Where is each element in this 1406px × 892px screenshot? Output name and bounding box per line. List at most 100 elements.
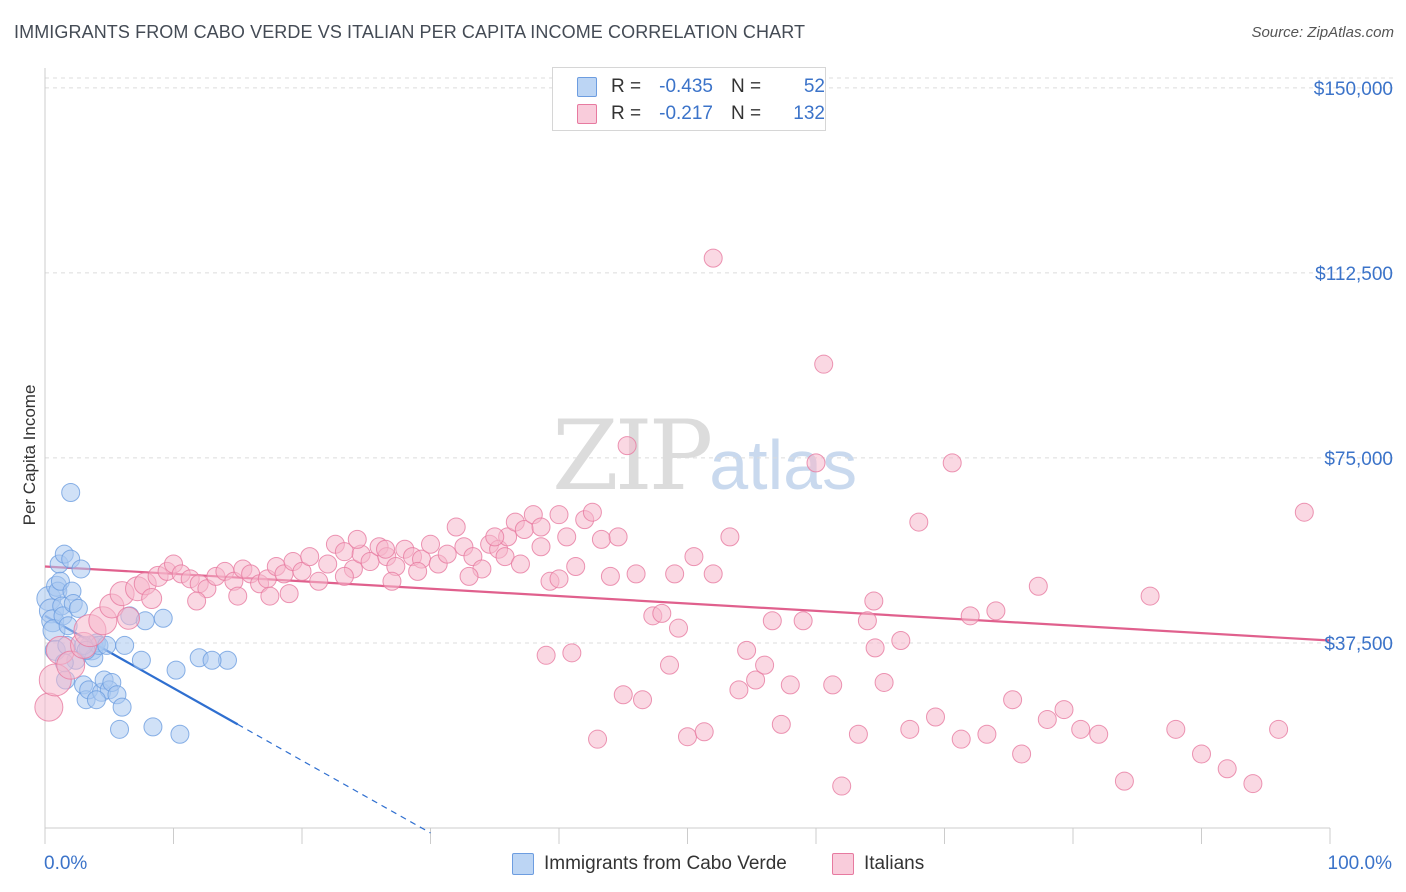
cabo-verde-point <box>202 650 222 670</box>
legend-r-label: R = <box>611 103 642 124</box>
italians-point <box>495 547 515 567</box>
italians-point <box>376 539 396 559</box>
legend-n-value: 52 <box>803 76 825 97</box>
italians-point <box>279 584 299 604</box>
italians-point <box>1003 690 1023 710</box>
italians-point <box>1028 576 1048 596</box>
italians-point <box>977 724 997 744</box>
legend-n-value: 132 <box>793 103 825 124</box>
data-points <box>34 248 1314 796</box>
watermark: ZIPatlas <box>552 400 857 512</box>
italians-point <box>549 505 569 525</box>
italians-point <box>1166 719 1186 739</box>
italians-point <box>34 692 64 722</box>
y-axis-title: Per Capita Income <box>20 385 39 526</box>
italians-point <box>874 672 894 692</box>
italians-point <box>703 564 723 584</box>
italians-point <box>926 707 946 727</box>
watermark-atlas: atlas <box>709 426 858 504</box>
legend-r-value: -0.435 <box>659 76 713 97</box>
italians-point <box>669 618 689 638</box>
italians-point <box>562 643 582 663</box>
italians-point <box>557 527 577 547</box>
trend-lines <box>44 565 1331 834</box>
cabo-verde-point <box>110 719 130 739</box>
legend-r-label: R = <box>611 76 642 97</box>
italians-point <box>1054 700 1074 720</box>
italians-point <box>665 564 685 584</box>
italians-point <box>626 564 646 584</box>
y-tick-label: $150,000 <box>1314 79 1393 100</box>
italians-point <box>408 561 428 581</box>
italians-point <box>549 569 569 589</box>
italians-point <box>737 640 757 660</box>
chart-source: Source: ZipAtlas.com <box>1251 24 1394 41</box>
italians-point <box>228 586 248 606</box>
italians-point <box>347 529 367 549</box>
italians-point <box>591 529 611 549</box>
italians-point <box>536 645 556 665</box>
italians-point <box>531 517 551 537</box>
cabo-verde-point <box>86 690 106 710</box>
italians-point <box>292 561 312 581</box>
italians-point <box>334 566 354 586</box>
bottom-legend-label: Immigrants from Cabo Verde <box>544 853 787 874</box>
cabo-verde-point <box>61 482 81 502</box>
grid-lines <box>45 77 1395 644</box>
italians-point <box>942 453 962 473</box>
cabo-verde-point <box>71 559 91 579</box>
italians-point <box>582 502 602 522</box>
y-tick-label: $37,500 <box>1324 634 1393 655</box>
italians-point <box>318 554 338 574</box>
italians-point <box>678 727 697 747</box>
italians-point <box>600 566 620 586</box>
italians-point <box>755 655 775 675</box>
italians-point <box>814 354 834 374</box>
cabo-verde-point <box>166 660 186 680</box>
italians-point <box>260 586 280 606</box>
italians-point <box>613 685 633 705</box>
legend-n-label: N = <box>731 76 762 97</box>
italians-point <box>900 719 920 739</box>
y-tick-label: $112,500 <box>1315 264 1393 285</box>
italians-point <box>56 650 86 680</box>
italians-point <box>382 571 402 591</box>
italians-point <box>446 517 466 537</box>
italians-point <box>960 606 980 626</box>
chart-title: IMMIGRANTS FROM CABO VERDE VS ITALIAN PE… <box>14 22 806 42</box>
italians-point <box>309 571 329 591</box>
italians-point <box>588 729 608 749</box>
cabo-verde-point <box>153 608 173 628</box>
italians-point <box>793 611 813 631</box>
italians-point <box>720 527 740 547</box>
italians-point <box>566 556 586 576</box>
italians-point <box>1140 586 1160 606</box>
italians-point <box>909 512 929 532</box>
cabo-verde-point <box>131 650 151 670</box>
italians-point <box>117 606 141 630</box>
italians-point <box>729 680 749 700</box>
italians-point <box>1243 774 1263 794</box>
italians-point <box>848 724 868 744</box>
legend-n-label: N = <box>731 103 762 124</box>
italians-point <box>806 453 826 473</box>
italians-point <box>1217 759 1237 779</box>
cabo-verde-point <box>68 598 88 618</box>
y-tick-label: $75,000 <box>1324 449 1393 470</box>
italians-point <box>703 248 723 268</box>
x-tick-label: 0.0% <box>44 853 87 874</box>
italians-point <box>421 534 440 554</box>
italians-point <box>652 603 672 623</box>
italians-point <box>1037 709 1057 729</box>
italians-point <box>608 527 628 547</box>
italians-point <box>1089 724 1109 744</box>
italians-point <box>891 631 911 650</box>
cabo-verde-point <box>112 697 132 717</box>
italians-point <box>1012 744 1032 764</box>
italians-point <box>141 588 163 610</box>
italians-point <box>1071 719 1091 739</box>
italians-point <box>1114 771 1134 791</box>
italians-point <box>780 675 800 695</box>
italians-point <box>771 714 791 734</box>
